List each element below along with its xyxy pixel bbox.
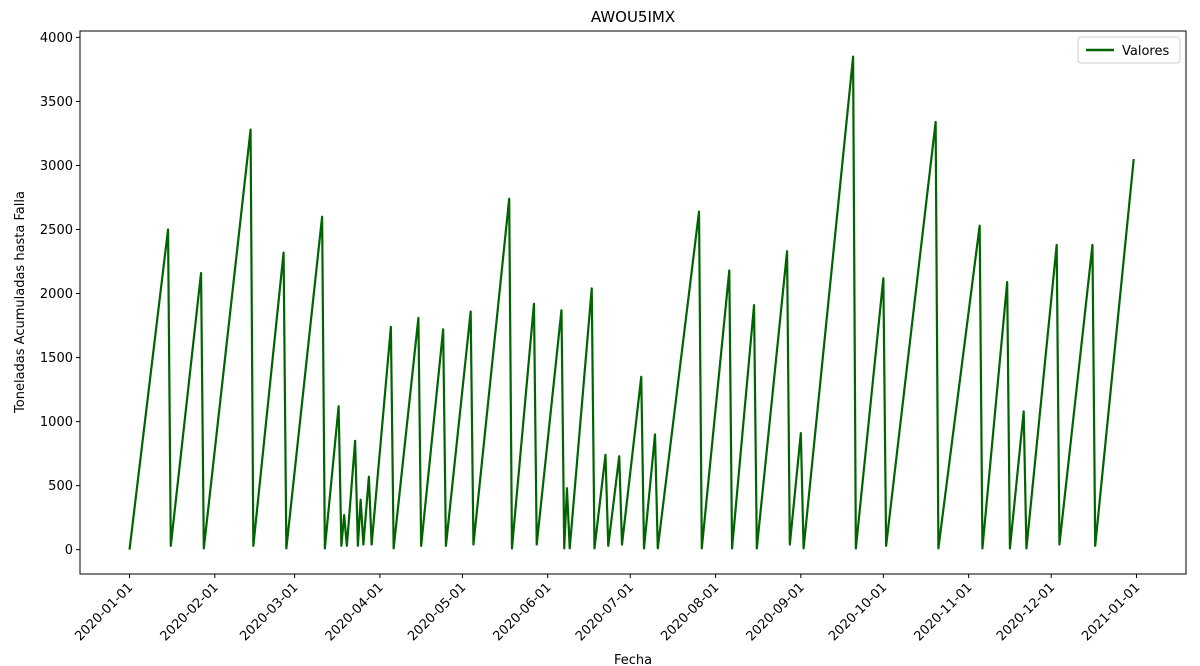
y-tick-label: 500 (48, 479, 73, 494)
x-tick-label: 2020-12-01 (994, 580, 1058, 644)
y-tick-label: 3000 (40, 159, 73, 174)
y-tick-label: 2500 (40, 223, 73, 238)
x-tick-label: 2020-02-01 (158, 580, 222, 644)
x-tick-label: 2020-09-01 (744, 580, 808, 644)
chart-title: AWOU5IMX (591, 8, 675, 26)
legend-label: Valores (1122, 44, 1169, 59)
legend-box (1077, 36, 1181, 64)
x-tick-label: 2021-01-01 (1079, 580, 1143, 644)
y-tick-label: 1500 (40, 351, 73, 366)
x-tick-label: 2020-05-01 (405, 580, 469, 644)
x-tick-label: 2020-08-01 (658, 580, 722, 644)
x-tick-label: 2020-06-01 (491, 580, 555, 644)
x-tick-label: 2020-03-01 (237, 580, 301, 644)
y-tick-label: 4000 (40, 31, 73, 46)
x-axis-label: Fecha (614, 653, 652, 666)
line-series (128, 55, 1135, 550)
plot-frame (79, 30, 1187, 575)
y-tick-label: 1000 (40, 415, 73, 430)
x-tick-label: 2020-07-01 (573, 580, 637, 644)
x-tick-label: 2020-11-01 (911, 580, 975, 644)
y-axis-label: Toneladas Acumuladas hasta Falla (13, 191, 28, 414)
x-tick-label: 2020-04-01 (323, 580, 387, 644)
y-tick-label: 2000 (40, 287, 73, 302)
y-tick-label: 3500 (40, 95, 73, 110)
x-tick-label: 2020-10-01 (826, 580, 890, 644)
y-tick-label: 0 (65, 543, 73, 558)
x-tick-label: 2020-01-01 (72, 580, 136, 644)
